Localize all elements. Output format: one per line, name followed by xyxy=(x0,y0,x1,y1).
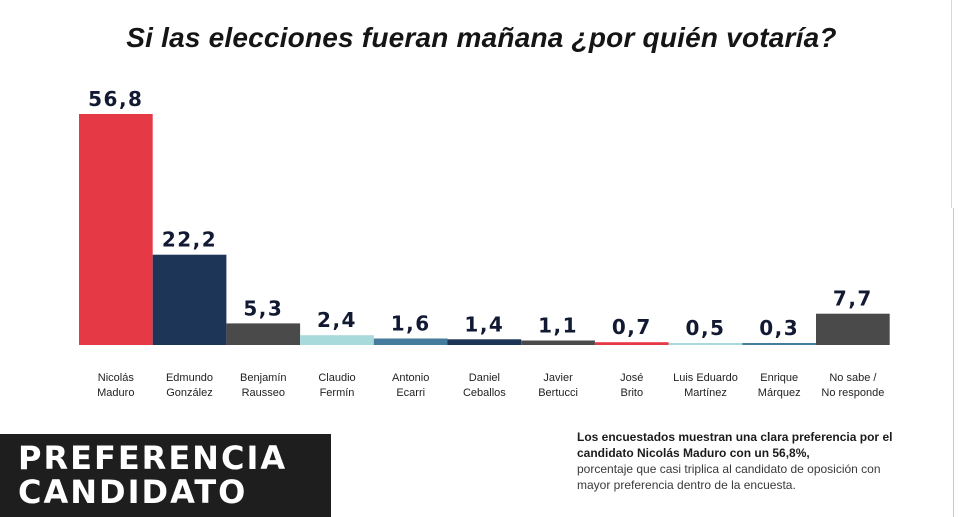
category-label: Claudio xyxy=(318,372,355,384)
bar-value-label: 0,7 xyxy=(612,315,652,339)
bar-value-label: 2,4 xyxy=(317,308,357,332)
bar-6 xyxy=(521,340,595,345)
bar-9 xyxy=(742,343,816,345)
category-label: José xyxy=(620,372,643,384)
badge-line-1: PREFERENCIA xyxy=(18,439,288,477)
category-label: Brito xyxy=(620,387,643,399)
category-label: Fermín xyxy=(320,387,355,399)
bar-1 xyxy=(152,254,227,345)
badge-line-2: CANDIDATO xyxy=(18,473,248,511)
bar-value-label: 1,6 xyxy=(391,312,431,336)
category-label: Rausseo xyxy=(242,387,285,399)
category-label: Maduro xyxy=(97,387,134,399)
bar-value-label: 0,5 xyxy=(686,316,726,340)
category-label: Ecarri xyxy=(396,387,425,399)
bar-chart: 56,8 Nicolás Maduro 22,2 Edmundo González 5,3 B… xyxy=(79,87,890,399)
bar-10 xyxy=(816,313,890,345)
bar-8 xyxy=(668,343,743,345)
category-label: Nicolás xyxy=(98,372,135,384)
bar-0 xyxy=(79,114,153,345)
category-label: Luis Eduardo xyxy=(673,372,738,384)
bar-value-label: 22,2 xyxy=(162,228,217,252)
category-label: Bertucci xyxy=(538,387,578,399)
category-label: Ceballos xyxy=(463,387,506,399)
category-label: Daniel xyxy=(469,372,500,384)
section-badge: PREFERENCIA CANDIDATO xyxy=(0,434,331,517)
summary-note-body: porcentaje que casi triplica al candidat… xyxy=(577,462,881,492)
category-label: Benjamín xyxy=(240,372,286,384)
category-label: Antonio xyxy=(392,372,429,384)
category-label: Enrique xyxy=(760,372,798,384)
category-label: Edmundo xyxy=(166,372,213,384)
frame-edge xyxy=(951,0,952,208)
category-label: No responde xyxy=(821,387,884,399)
frame-edge-lower xyxy=(953,208,954,517)
category-label: Martínez xyxy=(684,387,727,399)
summary-note: Los encuestados muestran una clara prefe… xyxy=(577,429,917,493)
bar-5 xyxy=(447,339,522,345)
summary-note-highlight: Los encuestados muestran una clara prefe… xyxy=(577,430,893,460)
bar-value-label: 1,1 xyxy=(538,314,578,338)
bar-value-label: 5,3 xyxy=(243,296,283,320)
category-label: Javier xyxy=(543,372,573,384)
bar-2 xyxy=(226,323,301,345)
category-label: González xyxy=(166,387,212,399)
category-label: Márquez xyxy=(758,387,801,399)
bar-value-label: 1,4 xyxy=(464,312,504,336)
bar-3 xyxy=(300,335,374,345)
category-label: No sabe / xyxy=(829,372,877,384)
chart-title: Si las elecciones fueran mañana ¿por qui… xyxy=(126,22,837,53)
bar-4 xyxy=(373,338,448,345)
bar-value-label: 0,3 xyxy=(759,316,799,340)
bar-value-label: 56,8 xyxy=(88,87,143,111)
bar-7 xyxy=(594,342,669,345)
bar-value-label: 7,7 xyxy=(833,287,873,311)
